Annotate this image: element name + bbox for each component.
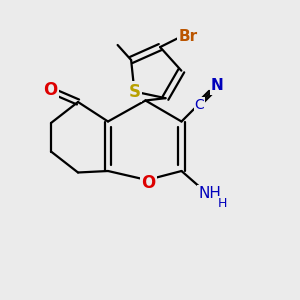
Text: H: H — [217, 197, 227, 210]
Text: O: O — [141, 174, 156, 192]
Text: NH: NH — [199, 186, 221, 201]
Text: S: S — [128, 82, 140, 100]
Text: Br: Br — [178, 29, 197, 44]
Text: N: N — [211, 78, 224, 93]
Text: O: O — [43, 81, 58, 99]
Text: C: C — [195, 98, 204, 112]
